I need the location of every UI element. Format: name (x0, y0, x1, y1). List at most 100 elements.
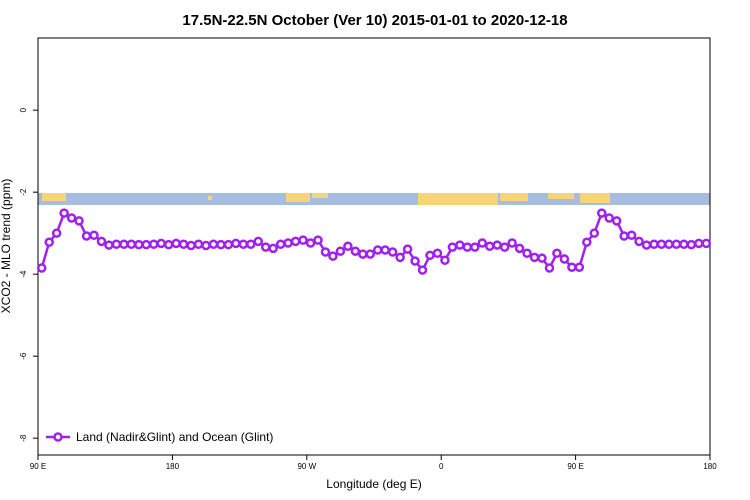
point (477, 238, 488, 248)
point (246, 239, 256, 249)
point (499, 242, 510, 252)
point (104, 240, 114, 250)
point (634, 236, 644, 247)
point (358, 249, 368, 259)
y-tick-label: -8 (19, 434, 28, 442)
point (260, 242, 271, 252)
chart-title: 17.5N-22.5N October (Ver 10) 2015-01-01 … (182, 12, 567, 29)
point (298, 235, 308, 245)
point (641, 240, 652, 250)
point (328, 251, 338, 261)
point (36, 263, 47, 273)
point (514, 243, 525, 254)
point (387, 247, 398, 257)
point (604, 213, 614, 223)
point (141, 239, 152, 250)
legend-marker (53, 432, 63, 442)
point (529, 252, 540, 263)
point (171, 238, 181, 249)
point (81, 231, 92, 241)
point (574, 262, 585, 272)
point (440, 255, 450, 265)
point (596, 208, 607, 218)
x-axis-label: Longitude (deg E) (326, 477, 421, 491)
point (156, 238, 166, 249)
point (432, 248, 443, 259)
legend-label: Land (Nadir&Glint) and Ocean (Glint) (76, 430, 273, 444)
point (410, 256, 420, 266)
point (89, 230, 99, 240)
point (664, 239, 674, 249)
point (335, 246, 346, 256)
point (290, 236, 301, 247)
point (216, 239, 226, 250)
y-tick-label: -4 (19, 270, 28, 278)
point (567, 262, 577, 272)
point (589, 228, 600, 238)
point (350, 246, 361, 256)
x-tick-label: 180 (166, 462, 180, 471)
map-strip (38, 193, 710, 205)
point (208, 239, 219, 249)
point (275, 239, 286, 249)
point (193, 239, 204, 249)
point (402, 244, 413, 254)
y-tick-label: -2 (19, 188, 28, 196)
point (425, 250, 435, 261)
point (283, 238, 293, 248)
point (51, 228, 62, 238)
point (671, 239, 682, 249)
point (343, 241, 353, 252)
point (544, 263, 555, 273)
point (313, 235, 323, 245)
point (611, 216, 622, 226)
point (148, 239, 159, 249)
x-tick-label: 180 (703, 462, 717, 471)
point (223, 239, 234, 250)
point (619, 231, 629, 241)
point (320, 247, 331, 257)
x-tick-label: 90 E (30, 462, 46, 471)
point (462, 242, 473, 252)
point (470, 242, 480, 252)
point (492, 240, 502, 250)
point (59, 208, 69, 218)
point (186, 240, 196, 251)
y-tick-label: -6 (19, 352, 28, 360)
point (268, 243, 278, 254)
point (66, 213, 77, 223)
point (134, 239, 144, 250)
point (552, 248, 562, 259)
point (178, 239, 189, 249)
point (238, 239, 249, 249)
y-axis-label: XCO2 - MLO trend (ppm) (0, 179, 13, 314)
point (201, 240, 211, 251)
point (559, 254, 570, 264)
y-tick-label: 0 (19, 107, 28, 112)
point (484, 241, 495, 252)
point (119, 239, 129, 249)
point (649, 239, 659, 249)
point (686, 239, 697, 250)
point (537, 253, 547, 263)
point (253, 236, 264, 247)
x-tick-label: 90 E (567, 462, 583, 471)
point (231, 238, 241, 249)
point (694, 238, 704, 249)
point (455, 240, 465, 250)
point (701, 238, 712, 249)
point (626, 230, 637, 240)
x-tick-label: 0 (439, 462, 444, 471)
point (582, 237, 592, 247)
point (126, 239, 137, 249)
plot-frame (37, 37, 711, 456)
point (44, 237, 54, 247)
point (96, 236, 107, 247)
point (679, 239, 689, 249)
x-tick-label: 90 W (297, 462, 316, 471)
point (74, 216, 84, 226)
point (380, 245, 390, 255)
point (365, 249, 376, 259)
point (656, 239, 667, 249)
point (417, 265, 428, 275)
